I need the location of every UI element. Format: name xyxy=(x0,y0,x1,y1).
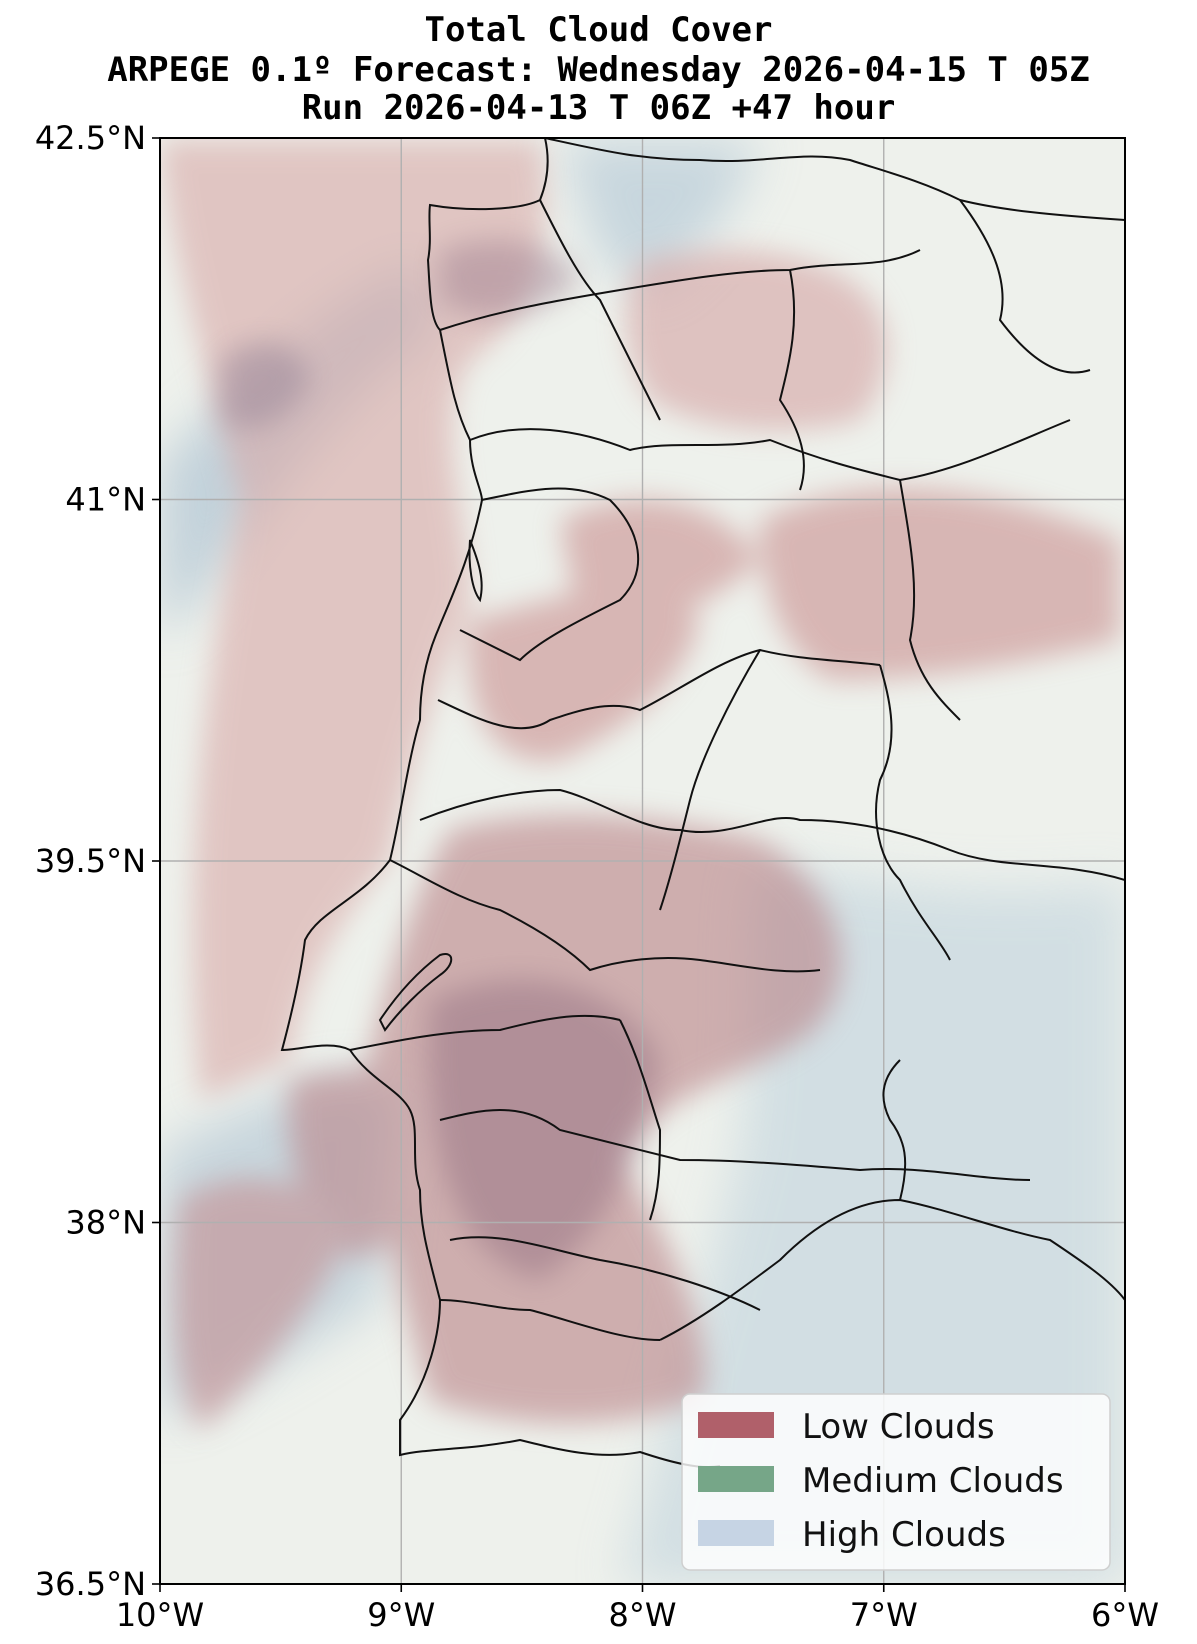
x-tick-label-3: 7°W xyxy=(850,1596,918,1634)
y-tick-label-3: 38°N xyxy=(65,1204,146,1242)
legend-swatch-medium-clouds xyxy=(698,1466,774,1492)
x-tick-label-2: 8°W xyxy=(609,1596,677,1634)
x-tick-label-1: 9°W xyxy=(367,1596,435,1634)
border-15 xyxy=(875,664,951,961)
coastline xyxy=(280,138,721,1469)
legend: Low Clouds Medium Clouds High Clouds xyxy=(681,1393,1111,1571)
map-boundaries xyxy=(280,138,1125,1469)
border-12 xyxy=(539,199,661,421)
lagoon xyxy=(468,539,483,603)
y-tick-label-2: 39.5°N xyxy=(35,842,146,880)
border-6 xyxy=(389,859,821,973)
border-4 xyxy=(437,648,881,730)
x-tick-label-0: 10°W xyxy=(116,1596,204,1634)
border-17 xyxy=(619,1019,662,1221)
border-2 xyxy=(469,419,1071,482)
title-line-3: Run 2026-04-13 T 06Z +47 hour xyxy=(301,88,896,128)
border-5 xyxy=(419,788,1125,881)
cloud-layers xyxy=(160,140,1125,1584)
border-14 xyxy=(899,479,961,721)
border-8 xyxy=(439,1109,1031,1181)
legend-swatch-low-clouds xyxy=(698,1412,774,1438)
border-19 xyxy=(959,199,1091,374)
map-plot-area xyxy=(159,137,1126,1585)
dense-cloud-cores xyxy=(220,240,660,1280)
y-tick-label-1: 41°N xyxy=(65,481,146,519)
legend-label-low-clouds: Low Clouds xyxy=(802,1407,995,1447)
border-3 xyxy=(459,487,640,662)
legend-label-high-clouds: High Clouds xyxy=(802,1515,1006,1555)
legend-label-medium-clouds: Medium Clouds xyxy=(802,1461,1064,1501)
estuary xyxy=(378,953,453,1032)
title-line-2: ARPEGE 0.1º Forecast: Wednesday 2026-04-… xyxy=(107,50,1090,90)
title-line-1: Total Cloud Cover xyxy=(424,10,773,50)
border-18 xyxy=(882,1059,907,1201)
border-11 xyxy=(659,1198,1125,1341)
legend-swatch-high-clouds xyxy=(698,1520,774,1546)
legend-box xyxy=(681,1393,1111,1571)
border-1 xyxy=(439,249,921,331)
x-tick-label-4: 6°W xyxy=(1091,1596,1159,1634)
y-tick-label-0: 42.5°N xyxy=(35,119,146,157)
y-tick-label-4: 36.5°N xyxy=(35,1565,146,1603)
x-axis-ticks: 10°W 9°W 8°W 7°W 6°W xyxy=(116,1584,1159,1634)
border-7 xyxy=(349,1014,621,1051)
y-axis-ticks: 42.5°N 41°N 39.5°N 38°N 36.5°N xyxy=(35,119,160,1603)
border-13 xyxy=(778,269,805,491)
border-10 xyxy=(439,1299,661,1341)
international-border xyxy=(544,138,1125,221)
border-16 xyxy=(659,649,761,911)
border-9 xyxy=(449,1236,761,1311)
